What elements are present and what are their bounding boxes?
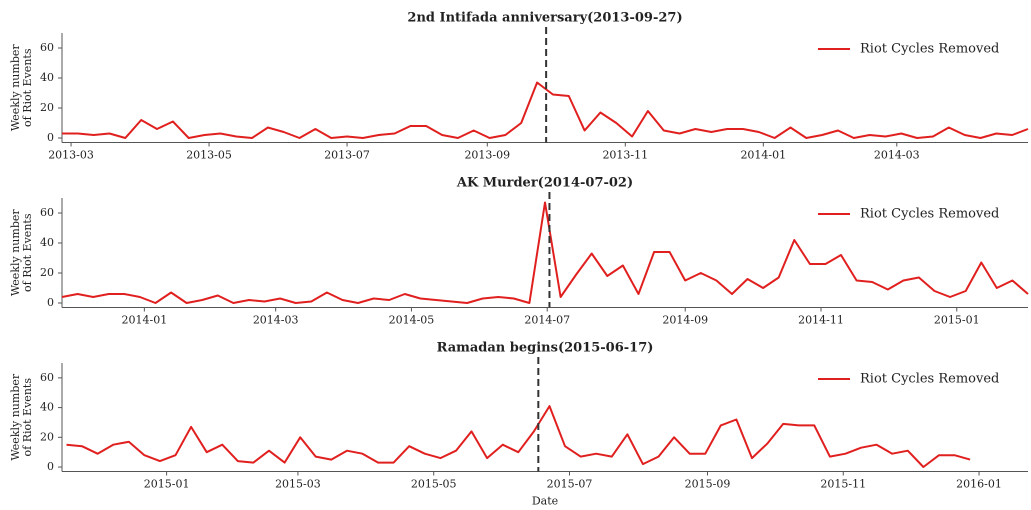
y-axis-label: Weekly number: [9, 44, 22, 131]
series-line: [62, 81, 1029, 139]
y-tick-label: 60: [40, 206, 54, 219]
y-axis-label: of Riot Events: [21, 378, 34, 457]
y-tick-label: 60: [40, 41, 54, 54]
x-tick-label: 2015-01: [934, 314, 980, 327]
x-tick-label: 2014-03: [874, 149, 920, 162]
x-tick-label: 2013-11: [602, 149, 648, 162]
x-tick-label: 2015-05: [411, 478, 457, 491]
y-tick-label: 0: [47, 460, 54, 473]
x-tick-label: 2015-09: [685, 478, 731, 491]
x-tick-label: 2014-11: [798, 314, 844, 327]
y-tick-label: 0: [47, 131, 54, 144]
y-tick-label: 20: [40, 266, 54, 279]
chart-title: AK Murder(2014-07-02): [456, 176, 633, 191]
y-axis-label: Weekly number: [9, 373, 22, 460]
x-tick-label: 2015-01: [144, 478, 190, 491]
x-tick-label: 2016-01: [956, 478, 1002, 491]
y-tick-label: 40: [40, 236, 54, 249]
y-tick-label: 60: [40, 371, 54, 384]
x-tick-label: 2014-03: [253, 314, 299, 327]
y-tick-label: 40: [40, 401, 54, 414]
x-tick-label: 2015-11: [820, 478, 866, 491]
y-axis-label: of Riot Events: [21, 213, 34, 292]
x-tick-label: 2014-09: [662, 314, 708, 327]
x-tick-label: 2015-03: [275, 478, 321, 491]
x-tick-label: 2014-07: [524, 314, 570, 327]
legend-label: Riot Cycles Removed: [860, 42, 999, 57]
series-line: [66, 405, 971, 468]
x-tick-label: 2013-03: [48, 149, 94, 162]
legend-label: Riot Cycles Removed: [860, 207, 999, 222]
x-tick-label: 2014-01: [740, 149, 786, 162]
x-tick-label: 2013-09: [464, 149, 510, 162]
y-tick-label: 40: [40, 71, 54, 84]
legend-label: Riot Cycles Removed: [860, 372, 999, 387]
y-tick-label: 20: [40, 101, 54, 114]
x-axis-label: Date: [532, 495, 558, 508]
y-tick-label: 20: [40, 430, 54, 443]
x-tick-label: 2015-07: [547, 478, 593, 491]
series-line: [61, 201, 1029, 304]
x-tick-label: 2013-07: [324, 149, 370, 162]
chart-title: Ramadan begins(2015-06-17): [437, 341, 654, 356]
x-tick-label: 2013-05: [186, 149, 232, 162]
y-axis-label: of Riot Events: [21, 48, 34, 127]
x-tick-label: 2014-01: [121, 314, 167, 327]
y-axis-label: Weekly number: [9, 209, 22, 296]
y-tick-label: 0: [47, 296, 54, 309]
chart-title: 2nd Intifada anniversary(2013-09-27): [407, 11, 682, 26]
x-tick-label: 2014-05: [389, 314, 435, 327]
